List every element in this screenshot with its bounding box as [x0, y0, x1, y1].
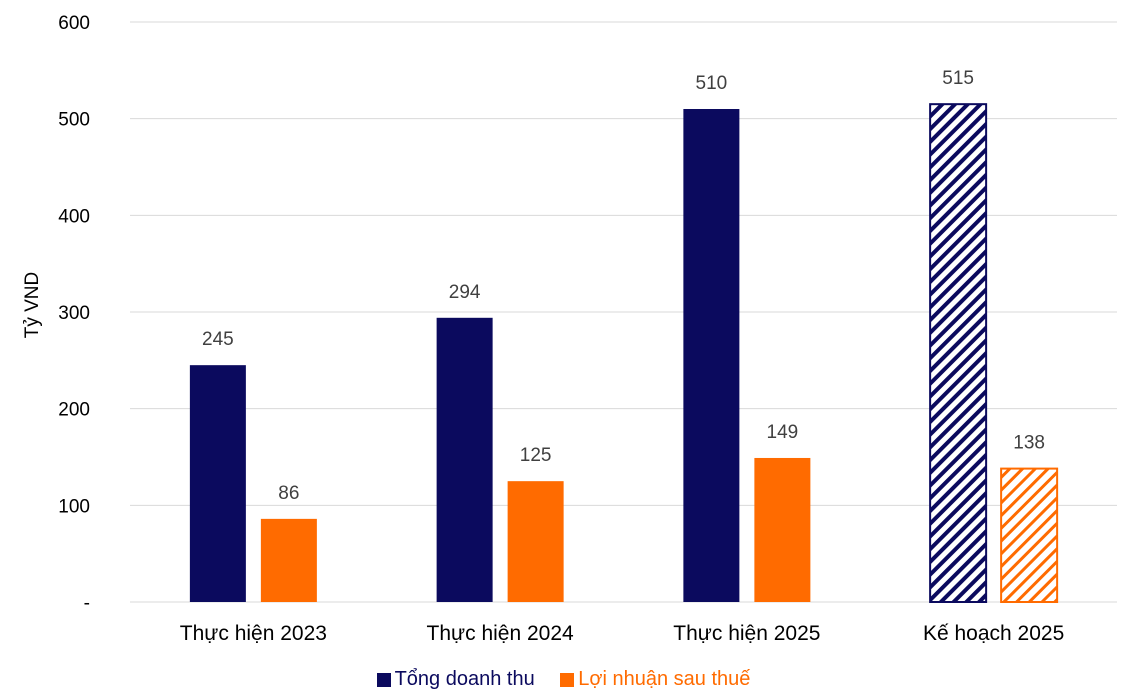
data-label: 138 [1013, 433, 1045, 454]
legend: Tổng doanh thu Lợi nhuận sau thuế [0, 668, 1127, 693]
y-tick-label: - [84, 593, 90, 614]
legend-label-profit: Lợi nhuận sau thuế [578, 668, 751, 690]
data-label: 125 [520, 445, 552, 466]
y-tick-label: 100 [58, 496, 90, 517]
data-label: 149 [767, 422, 799, 443]
y-axis-label: Tỷ VND [22, 272, 43, 339]
legend-item-revenue: Tổng doanh thu [376, 668, 535, 691]
bar-profit-0 [260, 518, 317, 602]
data-label: 86 [278, 483, 299, 504]
y-tick-label: 400 [58, 206, 90, 227]
legend-swatch-revenue [376, 672, 391, 687]
y-tick-label: 500 [58, 110, 90, 131]
y-tick-label: 600 [58, 13, 90, 34]
bar-revenue-1 [436, 317, 493, 602]
legend-swatch-profit [560, 672, 575, 687]
bar-revenue-2 [683, 109, 740, 602]
bar-profit-2 [754, 457, 811, 602]
data-label: 515 [942, 68, 974, 89]
bar-revenue-0 [189, 365, 246, 602]
y-tick-label: 200 [58, 400, 90, 421]
x-tick-label: Thực hiện 2025 [673, 622, 820, 645]
bar-profit-3 [1000, 467, 1059, 603]
x-tick-label: Kế hoạch 2025 [923, 622, 1064, 645]
legend-label-revenue: Tổng doanh thu [394, 668, 535, 690]
legend-item-profit: Lợi nhuận sau thuế [560, 668, 750, 691]
data-label: 245 [202, 329, 234, 350]
x-tick-label: Thực hiện 2023 [180, 622, 327, 645]
data-label: 510 [696, 73, 728, 94]
bar-revenue-3 [929, 103, 988, 604]
x-tick-label: Thực hiện 2024 [427, 622, 574, 645]
y-tick-label: 300 [58, 303, 90, 324]
data-label: 294 [449, 282, 481, 303]
bar-profit-1 [507, 481, 564, 602]
bar-chart: - 100 200 300 400 500 600 245 86 Thực hiện 2023 29… [22, 13, 1117, 645]
